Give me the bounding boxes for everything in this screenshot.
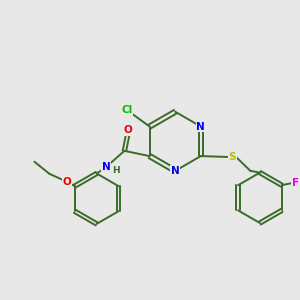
Text: H: H [112, 167, 120, 176]
Text: O: O [63, 177, 71, 187]
Text: Cl: Cl [122, 105, 133, 115]
Text: N: N [196, 122, 205, 131]
Text: S: S [228, 152, 236, 162]
Text: O: O [124, 125, 132, 135]
Text: N: N [102, 162, 111, 172]
Text: F: F [292, 178, 299, 188]
Text: N: N [171, 166, 180, 176]
